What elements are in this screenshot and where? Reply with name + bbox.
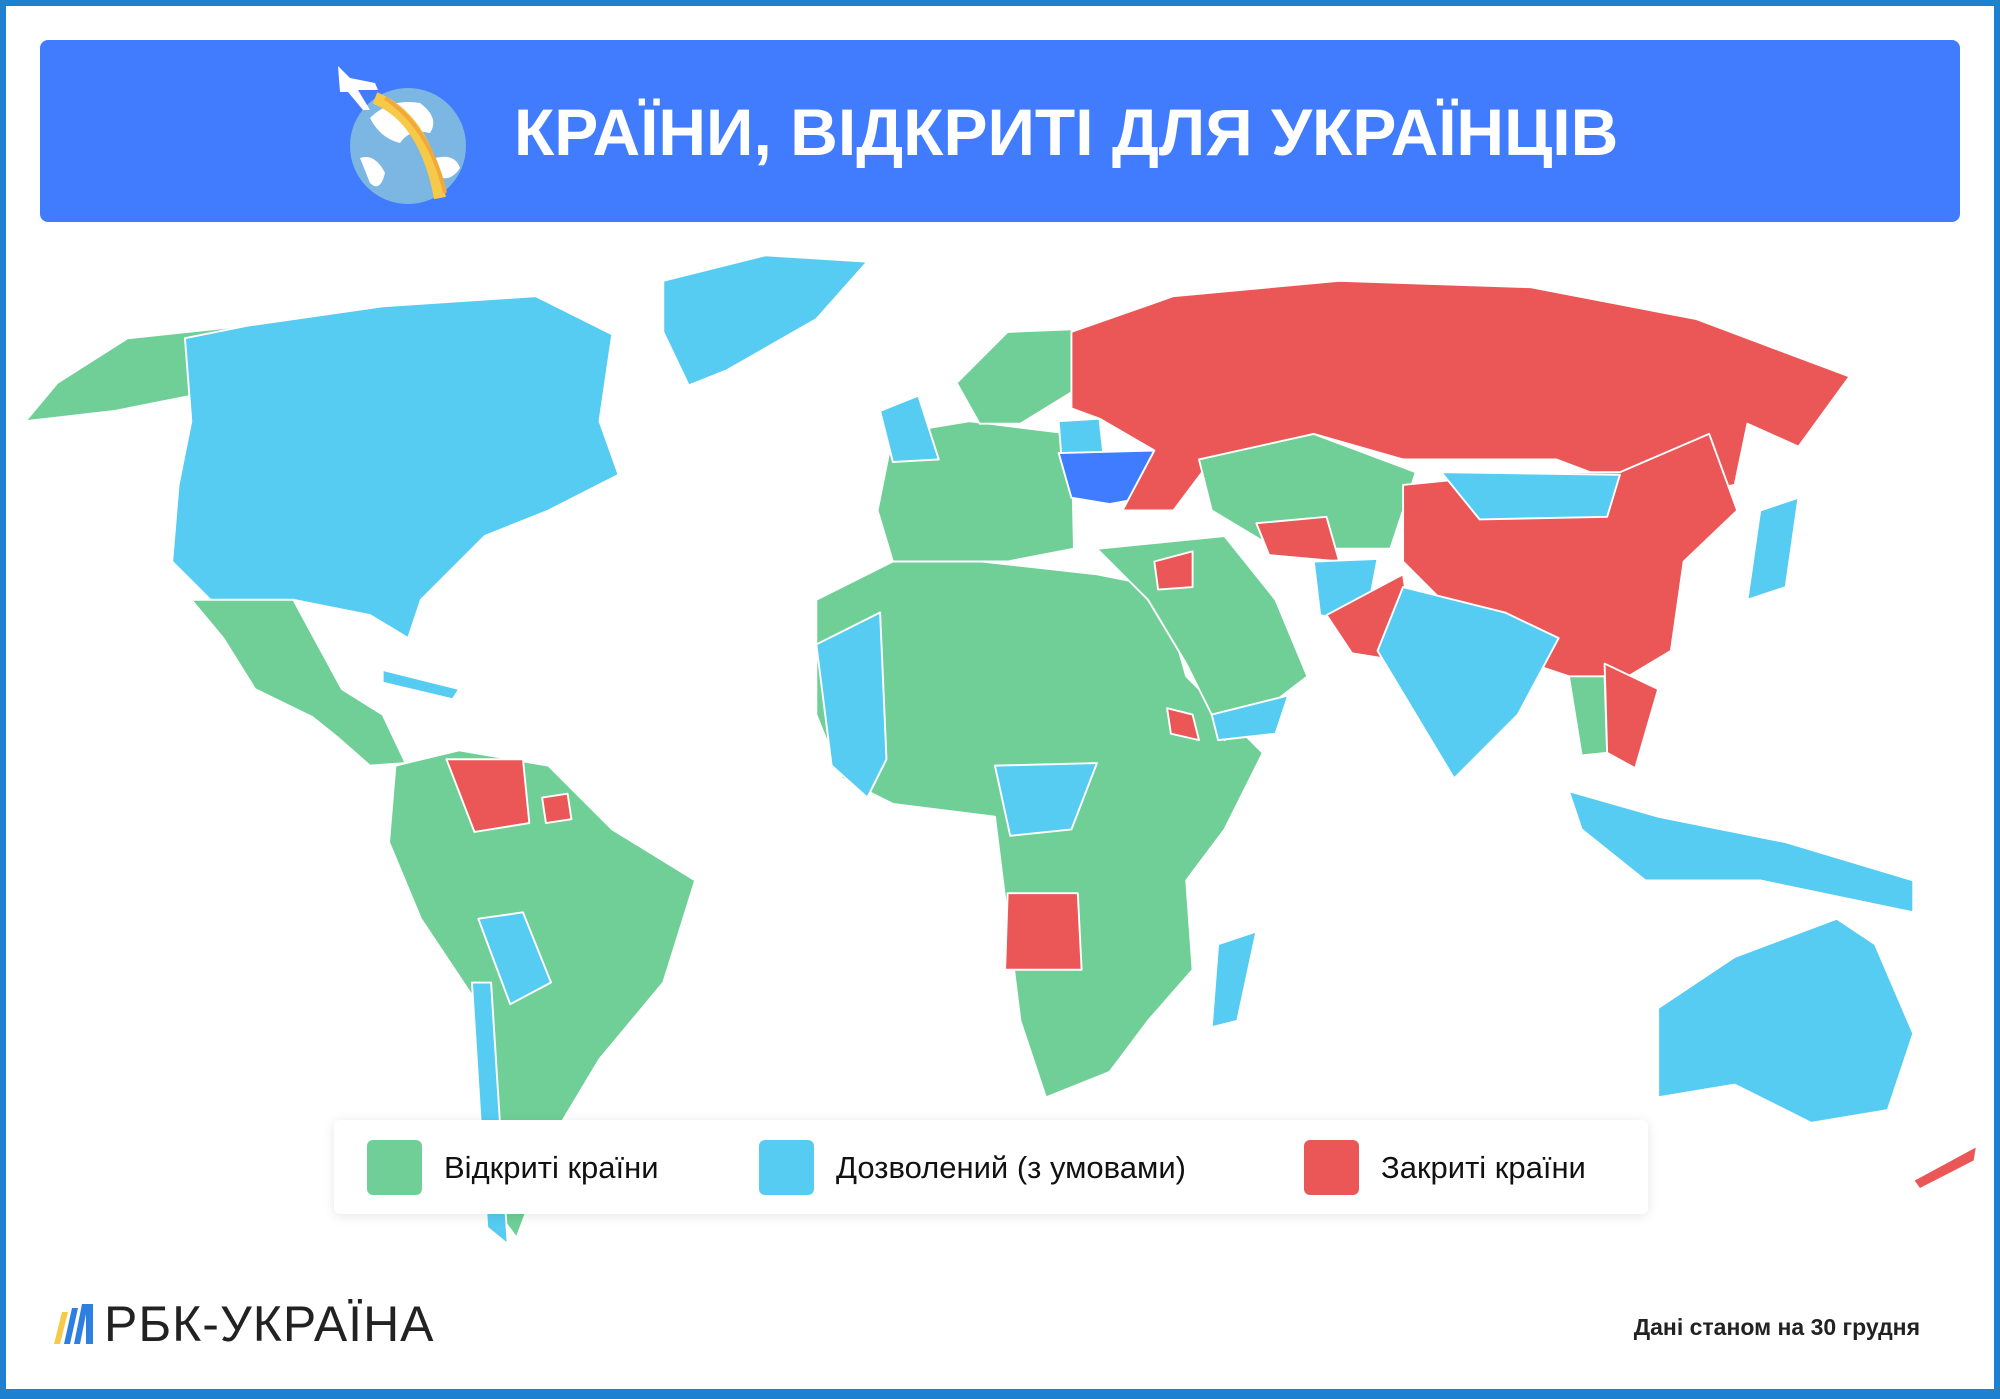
globe-airplane-icon xyxy=(338,66,466,204)
region-thailand xyxy=(1567,675,1609,757)
region-australia xyxy=(1657,917,1915,1124)
region-turkmenistan xyxy=(1255,515,1341,563)
region-canada-usa xyxy=(171,295,620,640)
logo-mark-icon xyxy=(54,1304,93,1344)
region-new-zealand xyxy=(1912,1144,1978,1191)
legend-label-conditional: Дозволений (з умовами) xyxy=(836,1149,1186,1185)
legend-item-conditional: Дозволений (з умовами) xyxy=(759,1140,1186,1195)
region-yemen xyxy=(1210,694,1290,742)
map-legend: Відкриті країни Дозволений (з умовами) З… xyxy=(334,1120,1648,1214)
region-indonesia xyxy=(1567,790,1915,914)
region-west-africa xyxy=(815,611,888,799)
world-map xyxy=(24,254,1978,1246)
legend-swatch-open xyxy=(367,1140,422,1195)
region-mongolia xyxy=(1440,471,1621,521)
region-belarus xyxy=(1057,417,1105,456)
region-india xyxy=(1376,586,1560,780)
data-date-note: Дані станом на 30 грудня xyxy=(1633,1314,1920,1340)
region-suriname xyxy=(541,792,573,825)
region-central-america xyxy=(190,598,407,767)
region-bolivia xyxy=(477,911,552,1006)
region-angola xyxy=(1004,892,1083,971)
region-central-africa xyxy=(993,762,1098,837)
region-vietnam xyxy=(1603,662,1660,770)
region-central-asia xyxy=(1198,432,1417,550)
region-greenland xyxy=(662,254,869,387)
region-madagascar xyxy=(1210,930,1258,1029)
region-eritrea xyxy=(1166,707,1200,742)
region-scandinavia xyxy=(955,328,1088,425)
logo-text: РБК-УКРАЇНА xyxy=(104,1296,435,1352)
region-syria xyxy=(1153,550,1194,591)
legend-swatch-conditional xyxy=(759,1140,814,1195)
legend-swatch-closed xyxy=(1304,1140,1359,1195)
legend-item-open: Відкриті країни xyxy=(367,1140,659,1195)
region-japan xyxy=(1746,496,1800,601)
rbc-ukraine-logo: РБК-УКРАЇНА xyxy=(54,1296,435,1352)
region-uk-ireland xyxy=(879,394,940,463)
page-title: КРАЇНИ, ВІДКРИТІ ДЛЯ УКРАЇНЦІВ xyxy=(514,95,1619,169)
legend-label-open: Відкриті країни xyxy=(444,1149,659,1185)
legend-item-closed: Закриті країни xyxy=(1304,1140,1586,1195)
region-venezuela xyxy=(445,758,531,833)
region-caribbean xyxy=(381,668,461,701)
legend-label-closed: Закриті країни xyxy=(1381,1149,1586,1185)
